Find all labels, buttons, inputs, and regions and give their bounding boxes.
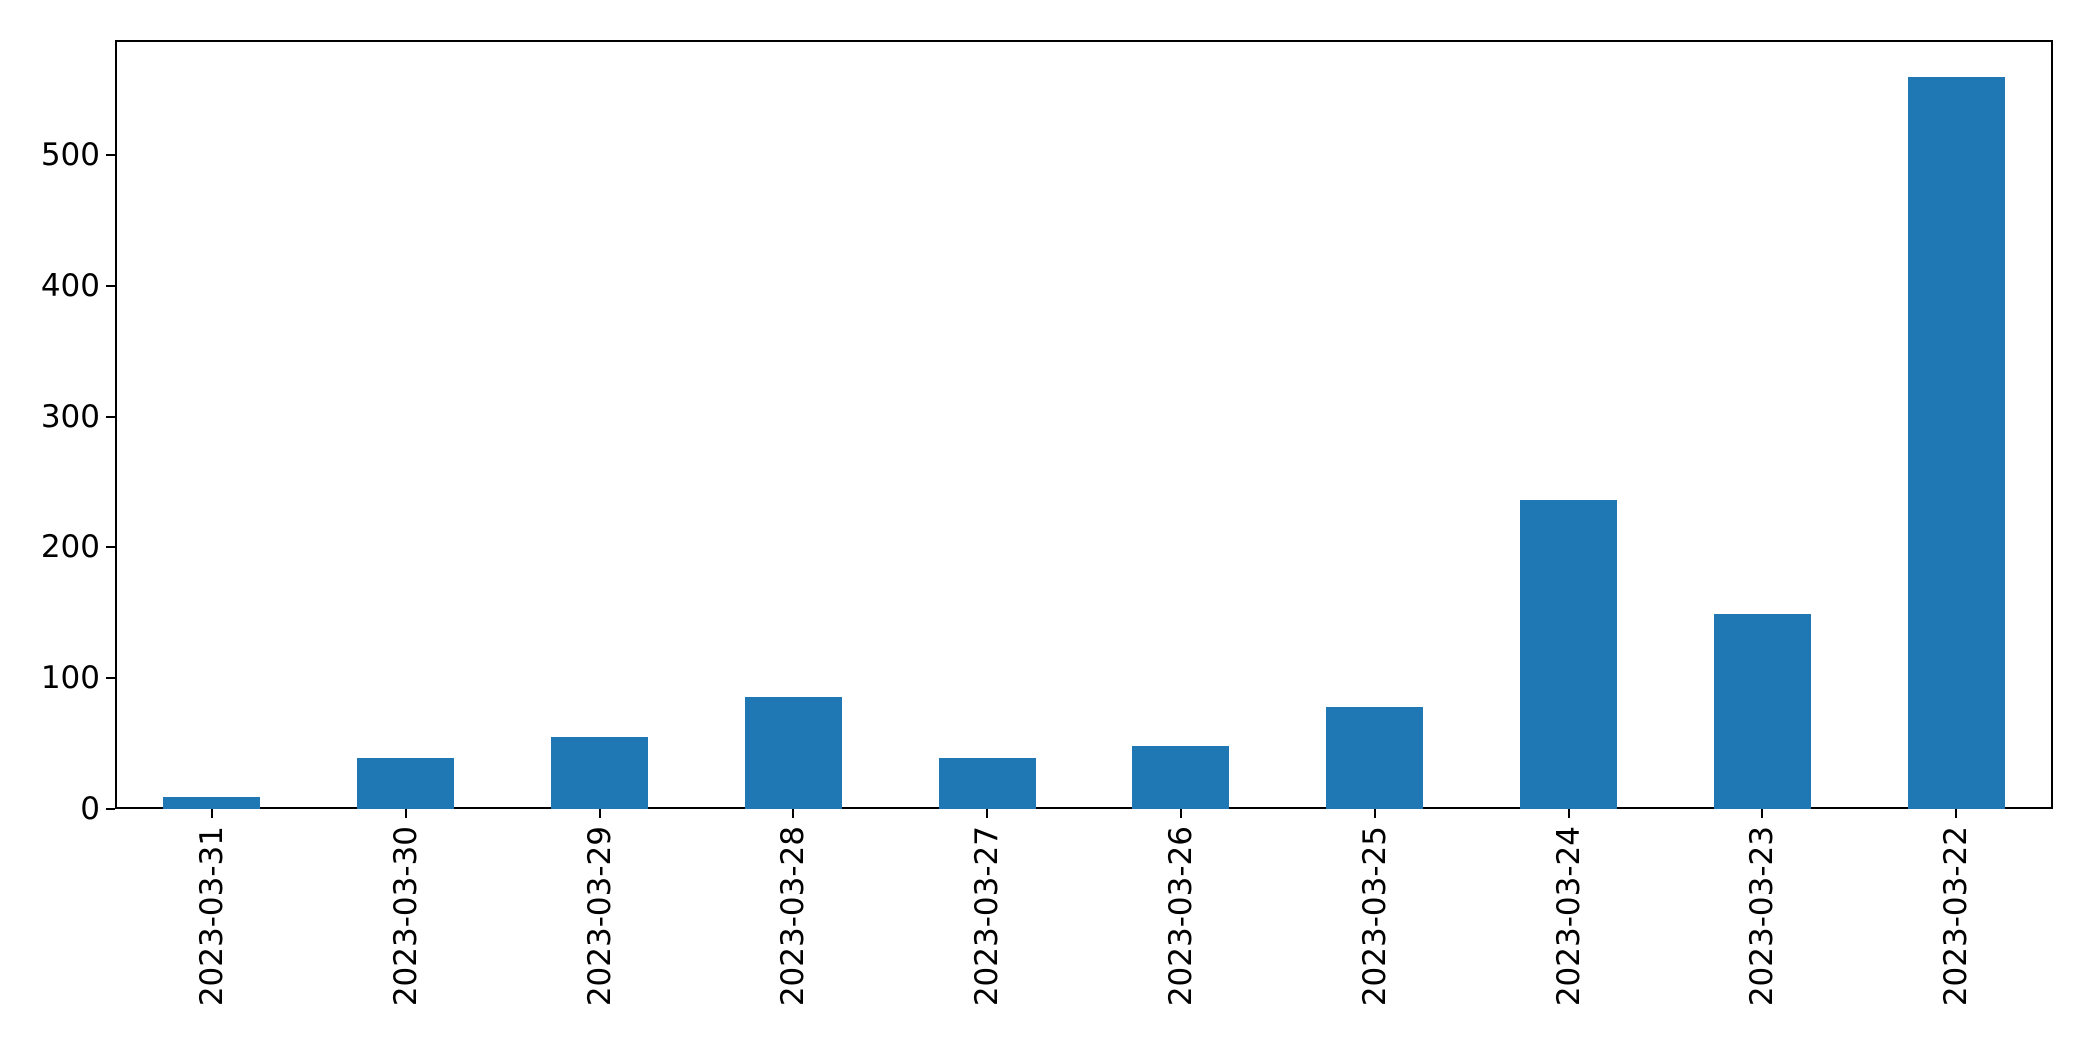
x-tick-mark: [598, 809, 601, 818]
bar-2023-03-28: [744, 696, 842, 809]
x-tick-label: 2023-03-30: [387, 826, 424, 1007]
bar-2023-03-23: [1713, 614, 1811, 809]
x-tick-label: 2023-03-25: [1356, 826, 1393, 1007]
bar-2023-03-27: [938, 757, 1036, 809]
x-tick-label: 2023-03-27: [969, 826, 1006, 1007]
y-tick-label: 0: [80, 791, 100, 827]
bar-2023-03-22: [1907, 76, 2005, 809]
bar-2023-03-25: [1326, 706, 1424, 809]
y-tick-mark: [106, 415, 115, 418]
y-tick-mark: [106, 677, 115, 680]
x-tick-mark: [404, 809, 407, 818]
x-tick-label: 2023-03-28: [775, 826, 812, 1007]
bar-2023-03-31: [163, 797, 261, 809]
y-tick-label: 300: [40, 398, 100, 435]
y-tick-label: 500: [40, 137, 100, 174]
x-tick-mark: [792, 809, 795, 818]
x-tick-mark: [1179, 809, 1182, 818]
y-tick-label: 400: [40, 267, 100, 304]
y-tick-label: 100: [40, 660, 100, 697]
x-tick-label: 2023-03-23: [1744, 826, 1781, 1007]
y-tick-mark: [106, 284, 115, 287]
x-tick-label: 2023-03-22: [1938, 826, 1975, 1007]
x-tick-mark: [210, 809, 213, 818]
y-tick-label: 200: [40, 529, 100, 566]
y-tick-mark: [106, 808, 115, 810]
x-tick-mark: [1373, 809, 1376, 818]
bar-2023-03-29: [551, 737, 648, 809]
bar-2023-03-24: [1520, 500, 1617, 809]
x-tick-mark: [1955, 809, 1958, 818]
x-tick-label: 2023-03-31: [193, 826, 230, 1007]
x-tick-mark: [1761, 809, 1764, 818]
bar-2023-03-30: [357, 757, 455, 809]
x-tick-label: 2023-03-26: [1162, 826, 1199, 1007]
x-tick-mark: [986, 809, 989, 818]
y-tick-mark: [106, 154, 115, 157]
x-tick-mark: [1567, 809, 1570, 818]
y-tick-mark: [106, 546, 115, 549]
x-tick-label: 2023-03-24: [1550, 826, 1587, 1007]
bar-2023-03-26: [1132, 746, 1230, 809]
x-tick-label: 2023-03-29: [581, 826, 618, 1007]
